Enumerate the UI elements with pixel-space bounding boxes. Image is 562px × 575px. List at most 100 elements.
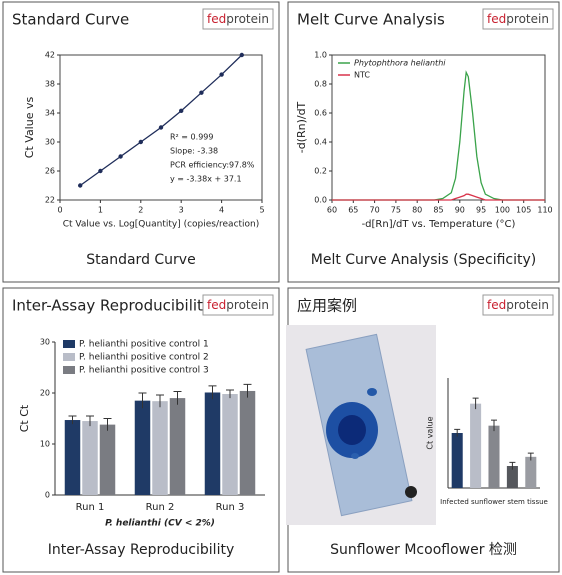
stain-core — [338, 415, 366, 445]
y-tick-label: 0.6 — [314, 109, 327, 118]
bar — [134, 400, 151, 495]
legend-label: NTC — [354, 71, 370, 80]
brand-name: protein — [226, 12, 269, 26]
error-bar — [68, 415, 77, 425]
error-bar — [527, 452, 534, 461]
x-tick-label: 5 — [259, 206, 264, 215]
panel-title: Standard Curve — [12, 11, 129, 29]
bar — [451, 433, 463, 488]
x-tick-label: 75 — [391, 206, 401, 215]
bar — [152, 401, 168, 495]
error-bar — [208, 385, 217, 400]
panel-title: Inter-Assay Reproducibility — [12, 297, 212, 315]
panel-title: Melt Curve Analysis — [297, 11, 445, 29]
x-tick-label: 90 — [455, 206, 465, 215]
y-axis-label: Ct Value vs — [23, 97, 36, 159]
error-bar — [454, 428, 461, 437]
x-tick-label: 100 — [495, 206, 510, 215]
error-bar — [226, 389, 234, 399]
error-bar — [243, 383, 252, 398]
bar — [64, 420, 81, 495]
error-bar — [103, 418, 112, 431]
x-axis-label: Infected sunflower stem tissue — [440, 498, 548, 506]
y-tick-label: 1.0 — [314, 51, 327, 60]
x-tick-label: 80 — [412, 206, 422, 215]
y-tick-label: 0.2 — [314, 167, 327, 176]
panel-caption: Melt Curve Analysis (Specificity) — [311, 252, 536, 268]
x-tick-label: 2 — [138, 206, 143, 215]
brand-box — [202, 8, 274, 30]
brand-box — [482, 8, 554, 30]
y-tick-label: 0.8 — [314, 80, 327, 89]
y-tick-label: 30 — [40, 338, 50, 347]
brand-logo: fedprotein — [487, 12, 549, 26]
error-bar — [156, 394, 164, 408]
data-point — [179, 108, 184, 114]
legend-swatch — [63, 353, 75, 361]
y-tick-label: 26 — [45, 167, 55, 176]
bar — [204, 392, 221, 495]
bar — [82, 421, 98, 495]
x-axis-label: Ct Value vs. Log[Quantity] (copies/react… — [63, 220, 260, 230]
x-tick-label: 110 — [537, 206, 552, 215]
panel-title: 应用案例 — [297, 297, 357, 315]
y-tick-label: 0.4 — [314, 138, 327, 147]
brand-logo: fedprotein — [487, 298, 549, 312]
data-line — [332, 70, 545, 201]
legend-swatch — [63, 340, 75, 348]
bar — [222, 394, 238, 495]
error-bar — [86, 415, 94, 427]
data-point — [219, 72, 224, 77]
data-point — [158, 125, 164, 130]
x-axis-label: -d[Rn]/dT vs. Temperature (°C) — [362, 219, 516, 230]
brand-name: protein — [506, 298, 549, 312]
bar — [470, 403, 482, 488]
y-tick-label: 34 — [45, 109, 55, 118]
brand-box — [202, 294, 274, 316]
y-tick-label: 0 — [45, 491, 50, 500]
brand-logo: fedprotein — [207, 298, 269, 312]
y-tick-label: 38 — [45, 80, 55, 89]
y-tick-label: 42 — [45, 51, 55, 60]
brand-prefix: fed — [487, 12, 506, 26]
panel-frame — [287, 1, 560, 283]
brand-name: protein — [506, 12, 549, 26]
annotation: Slope: -3.38 — [170, 147, 218, 156]
y-tick-label: 22 — [45, 196, 55, 205]
annotation: R² = 0.999 — [170, 133, 213, 142]
brand-logo: fedprotein — [207, 12, 269, 26]
legend-label: P. helianthi positive control 3 — [79, 366, 209, 376]
panel-frame — [2, 287, 280, 573]
x-tick-label: 95 — [476, 206, 486, 215]
data-point — [98, 168, 103, 174]
error-bar — [138, 392, 147, 409]
x-tick-label: 1 — [98, 206, 103, 215]
stain-dot — [351, 453, 359, 459]
error-bar — [173, 390, 182, 405]
annotation: y = -3.38x + 37.1 — [170, 175, 242, 184]
y-axis-label: -d(Rn)/dT — [295, 101, 308, 153]
y-tick-label: 30 — [45, 138, 55, 147]
x-tick-label: 60 — [327, 206, 337, 215]
plot-frame — [59, 54, 263, 201]
data-point — [78, 183, 83, 188]
x-tick-label: 105 — [516, 206, 531, 215]
data-line — [332, 193, 545, 201]
brand-prefix: fed — [487, 298, 506, 312]
panel-frame — [2, 1, 280, 283]
bar — [99, 424, 116, 495]
x-tick-label: 70 — [370, 206, 380, 215]
data-point — [199, 90, 204, 95]
bar — [239, 390, 256, 495]
error-bar — [509, 461, 516, 470]
bar — [525, 456, 537, 488]
legend-label: Phytophthora helianthi — [354, 59, 446, 68]
legend-label: P. helianthi positive control 2 — [79, 353, 209, 363]
x-tick-label: 3 — [179, 206, 184, 215]
y-axis-label: Ct Ct — [18, 404, 31, 432]
x-tick-label: Run 3 — [216, 502, 245, 513]
panel-caption: Sunflower Mcooflower 检测 — [330, 542, 517, 558]
error-bar — [491, 419, 497, 432]
data-point — [239, 52, 244, 58]
